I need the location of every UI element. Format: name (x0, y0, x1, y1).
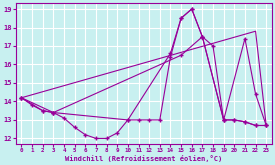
X-axis label: Windchill (Refroidissement éolien,°C): Windchill (Refroidissement éolien,°C) (65, 155, 222, 162)
